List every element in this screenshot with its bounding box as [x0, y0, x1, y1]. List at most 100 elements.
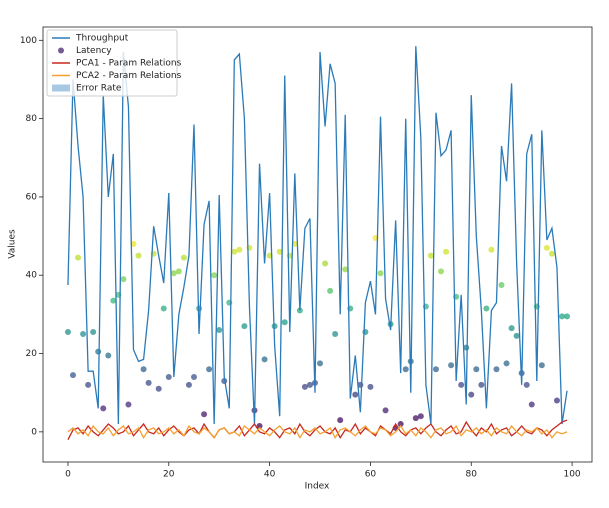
scatter-point	[317, 360, 324, 367]
legend-marker	[58, 47, 64, 54]
scatter-point	[170, 270, 177, 277]
series-line	[67, 46, 568, 425]
scatter-point	[478, 381, 485, 388]
y-tick-label: 100	[20, 36, 37, 46]
scatter-point	[503, 360, 510, 367]
scatter-point	[337, 417, 344, 424]
scatter-point	[473, 366, 480, 373]
plot-area	[64, 46, 571, 440]
scatter-point	[180, 254, 187, 261]
scatter-point	[332, 330, 339, 337]
legend-label: Error Rate	[76, 84, 122, 94]
scatter-point	[538, 362, 545, 369]
scatter-point	[458, 381, 465, 388]
scatter-point	[175, 268, 182, 275]
scatter-point	[327, 287, 334, 294]
legend-label: Throughput	[75, 34, 129, 44]
scatter-point	[281, 319, 288, 326]
scatter-point	[276, 248, 283, 255]
scatter-point	[362, 329, 369, 336]
legend-label: Latency	[76, 46, 112, 56]
scatter-point	[160, 305, 167, 312]
scatter-point	[564, 313, 571, 320]
scatter-point	[397, 421, 404, 428]
scatter-point	[438, 268, 445, 275]
scatter-point	[508, 325, 515, 332]
scatter-point	[185, 381, 192, 388]
scatter-point	[523, 381, 530, 388]
scatter-point	[377, 270, 384, 277]
x-tick-label: 0	[65, 470, 71, 480]
x-tick-label: 80	[466, 470, 478, 480]
y-axis-label: Values	[8, 229, 18, 259]
scatter-point	[95, 348, 102, 355]
scatter-point	[100, 405, 107, 412]
scatter-point	[367, 383, 374, 390]
scatter-point	[493, 366, 500, 373]
series-line	[67, 419, 568, 440]
scatter-point	[468, 391, 475, 398]
scatter-point	[120, 276, 127, 283]
scatter-point	[155, 385, 162, 392]
scatter-point	[211, 272, 218, 279]
scatter-point	[291, 240, 298, 247]
scatter-point	[231, 248, 238, 255]
scatter-point	[488, 246, 495, 253]
scatter-point	[90, 329, 97, 336]
scatter-point	[342, 266, 349, 273]
x-tick-label: 60	[365, 470, 377, 480]
scatter-point	[352, 391, 359, 398]
scatter-point	[261, 356, 268, 363]
scatter-point	[64, 329, 71, 336]
scatter-point	[448, 362, 455, 369]
x-tick-label: 40	[264, 470, 276, 480]
legend-patch	[52, 84, 70, 92]
scatter-point	[553, 397, 560, 404]
scatter-point	[443, 248, 450, 255]
scatter-point	[80, 330, 87, 337]
scatter-point	[559, 313, 566, 320]
y-tick-label: 80	[26, 114, 38, 124]
scatter-point	[427, 252, 434, 259]
y-tick-label: 20	[26, 349, 38, 359]
scatter-point	[241, 323, 248, 330]
scatter-point	[165, 374, 172, 381]
y-tick-label: 0	[31, 427, 37, 437]
scatter-point	[256, 422, 263, 429]
scatter-point	[322, 260, 329, 267]
scatter-point	[85, 381, 92, 388]
legend-box	[46, 29, 178, 97]
scatter-point	[543, 244, 550, 251]
scatter-point	[216, 327, 223, 334]
y-tick-label: 40	[26, 271, 38, 281]
scatter-point	[306, 381, 313, 388]
scatter-point	[190, 374, 197, 381]
y-tick-label: 60	[26, 192, 38, 202]
scatter-point	[110, 297, 117, 304]
scatter-point	[140, 366, 147, 373]
scatter-point	[498, 282, 505, 289]
scatter-point	[69, 372, 76, 379]
scatter-point	[206, 366, 213, 373]
scatter-point	[75, 254, 82, 261]
scatter-point	[130, 240, 137, 247]
scatter-point	[417, 413, 424, 420]
scatter-point	[412, 415, 419, 422]
scatter-point	[432, 366, 439, 373]
scatter-point	[135, 252, 142, 259]
scatter-point	[528, 401, 535, 408]
series-line	[67, 424, 568, 440]
scatter-point	[201, 411, 208, 418]
scatter-point	[301, 383, 308, 390]
scatter-point	[548, 250, 555, 257]
scatter-point	[402, 366, 409, 373]
axes-frame	[42, 26, 593, 463]
scatter-point	[125, 401, 132, 408]
x-axis-label: Index	[305, 482, 330, 492]
legend-label: PCA1 - Param Relations	[76, 59, 182, 69]
scatter-point	[382, 407, 389, 414]
x-tick-label: 20	[163, 470, 175, 480]
legend-label: PCA2 - Param Relations	[76, 71, 182, 81]
scatter-point	[236, 246, 243, 253]
